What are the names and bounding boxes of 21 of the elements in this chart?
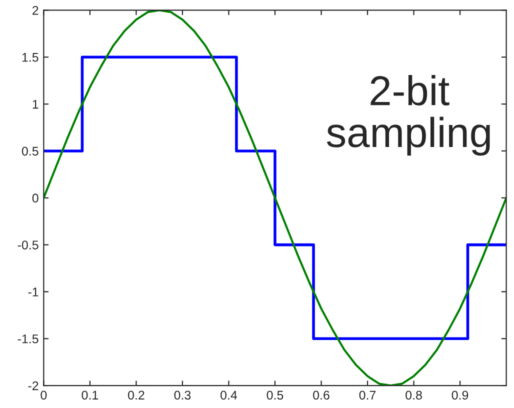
x-tick-label: 0: [40, 390, 47, 400]
y-tick-label: 1.5: [22, 53, 38, 62]
y-tick-label: 0: [32, 194, 38, 203]
x-tick-label: 0.8: [406, 390, 422, 400]
annotation: 2-bit sampling: [326, 74, 490, 156]
y-tick-label: -1: [28, 288, 38, 296]
y-tick-label: -1.5: [18, 334, 38, 344]
x-tick-label: 0.2: [128, 390, 144, 400]
y-tick-label: -0.5: [18, 240, 38, 250]
x-tick-label: 0.3: [174, 390, 191, 400]
x-tick-label: 0.1: [82, 390, 98, 400]
line-series: [44, 10, 506, 386]
y-tick-label: 1: [32, 100, 38, 109]
y-tick-label: 0.5: [22, 146, 38, 156]
x-tick-label: 0.7: [359, 390, 376, 400]
y-tick-label: -2: [28, 381, 38, 390]
x-tick-label: 0.5: [266, 390, 284, 400]
x-tick-label: 0.4: [220, 390, 238, 400]
x-tick-label: 0.9: [452, 390, 468, 400]
y-tick-label: 2: [32, 6, 38, 15]
x-tick-label: 0.6: [313, 390, 330, 400]
